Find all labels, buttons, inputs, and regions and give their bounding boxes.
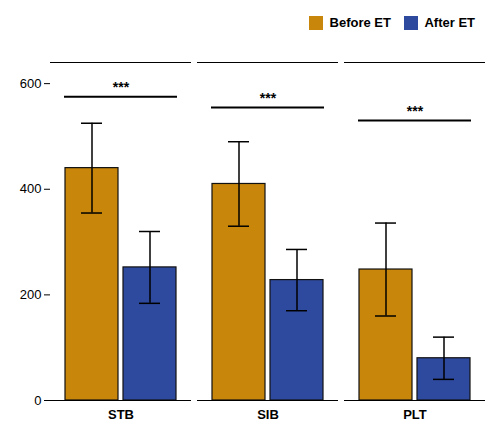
svg-text:SIB: SIB — [257, 406, 279, 421]
svg-text:STB: STB — [108, 406, 134, 421]
html-text:Before ET: Before ET — [329, 15, 391, 30]
svg-text:PLT: PLT — [403, 406, 427, 421]
svg-text:600: 600 — [20, 75, 42, 90]
html-text:After ET: After ET — [424, 15, 475, 30]
svg-text:0: 0 — [34, 392, 41, 407]
svg-text:***: *** — [260, 89, 277, 105]
svg-text:400: 400 — [20, 181, 42, 196]
svg-text:***: *** — [113, 79, 130, 95]
svg-text:***: *** — [407, 103, 424, 119]
svg-text:200: 200 — [20, 287, 42, 302]
